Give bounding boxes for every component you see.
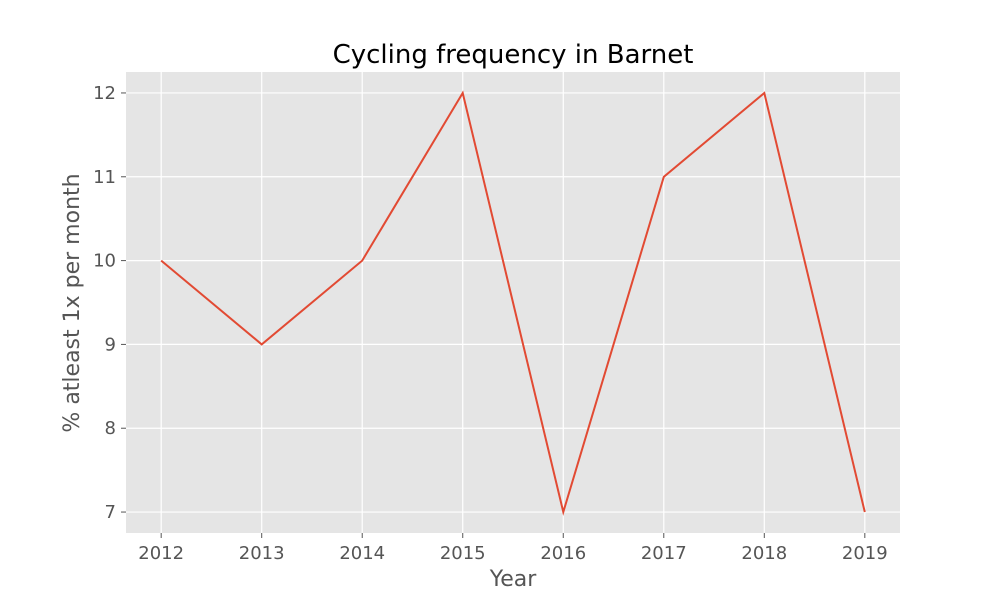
y-tick-label: 9 xyxy=(105,334,116,355)
axis-ticks: 2012 2013 2014 2015 2016 2017 2018 2019 7 8 9 10 11 1… xyxy=(93,83,888,564)
chart-title: Cycling frequency in Barnet xyxy=(333,40,694,70)
x-tick-label: 2019 xyxy=(842,543,888,564)
x-tick-label: 2014 xyxy=(339,543,385,564)
series-line xyxy=(160,90,866,516)
x-tick-label: 2017 xyxy=(641,543,687,564)
x-tick-label: 2015 xyxy=(440,543,486,564)
x-axis-label: Year xyxy=(489,567,538,592)
y-tick-label: 8 xyxy=(105,418,116,439)
x-tick-label: 2012 xyxy=(138,543,184,564)
x-tick-label: 2018 xyxy=(741,543,787,564)
grid-lines xyxy=(126,72,900,533)
y-tick-label: 7 xyxy=(105,502,116,523)
y-tick-label: 10 xyxy=(93,251,116,272)
y-axis-label: % atleast 1x per month xyxy=(60,173,85,432)
x-tick-label: 2013 xyxy=(239,543,285,564)
y-tick-label: 12 xyxy=(93,83,116,104)
y-tick-label: 11 xyxy=(93,167,116,188)
x-tick-label: 2016 xyxy=(540,543,586,564)
